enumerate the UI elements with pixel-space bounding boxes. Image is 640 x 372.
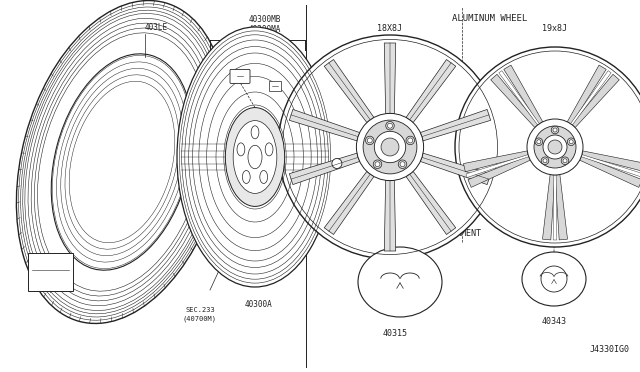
Polygon shape <box>269 80 281 90</box>
Polygon shape <box>420 109 491 141</box>
Circle shape <box>406 136 415 145</box>
Text: 40300AA: 40300AA <box>28 275 60 284</box>
Polygon shape <box>463 151 529 172</box>
Circle shape <box>548 140 562 154</box>
Ellipse shape <box>251 126 259 139</box>
Circle shape <box>541 157 549 164</box>
Polygon shape <box>324 60 374 123</box>
Circle shape <box>356 113 424 180</box>
Polygon shape <box>570 71 611 125</box>
Polygon shape <box>406 60 456 123</box>
Circle shape <box>535 138 543 145</box>
Circle shape <box>365 136 374 145</box>
Polygon shape <box>580 156 640 187</box>
Ellipse shape <box>248 145 262 169</box>
Text: 40343: 40343 <box>541 317 566 326</box>
Ellipse shape <box>233 121 277 193</box>
Ellipse shape <box>225 108 285 206</box>
Ellipse shape <box>265 143 273 156</box>
Text: 40315: 40315 <box>383 329 408 338</box>
Circle shape <box>527 119 583 175</box>
Polygon shape <box>466 155 529 177</box>
Ellipse shape <box>177 27 333 287</box>
Circle shape <box>388 123 392 128</box>
Circle shape <box>386 122 394 130</box>
Text: 40300A: 40300A <box>245 300 273 309</box>
Text: 19x8J: 19x8J <box>543 24 568 33</box>
Polygon shape <box>289 153 360 185</box>
Text: ALUMINUM WHEEL: ALUMINUM WHEEL <box>452 14 527 23</box>
Circle shape <box>569 140 573 144</box>
Circle shape <box>332 158 342 169</box>
Circle shape <box>534 126 576 168</box>
Polygon shape <box>555 174 568 240</box>
Polygon shape <box>582 151 640 172</box>
Polygon shape <box>420 153 491 185</box>
Ellipse shape <box>17 0 228 324</box>
Polygon shape <box>289 109 360 141</box>
Circle shape <box>543 135 567 159</box>
FancyBboxPatch shape <box>230 70 250 83</box>
Ellipse shape <box>237 143 245 156</box>
Circle shape <box>367 138 372 143</box>
Circle shape <box>568 138 575 145</box>
Polygon shape <box>499 71 540 125</box>
Polygon shape <box>468 156 531 187</box>
Text: 18X8J: 18X8J <box>378 24 403 33</box>
Circle shape <box>398 160 407 169</box>
Text: 403LE: 403LE <box>145 23 168 32</box>
Circle shape <box>537 140 541 144</box>
Polygon shape <box>567 65 606 124</box>
Polygon shape <box>572 74 620 128</box>
Text: (40700M): (40700M) <box>183 315 217 321</box>
Circle shape <box>408 138 413 143</box>
Ellipse shape <box>522 252 586 306</box>
Text: J4330IG0: J4330IG0 <box>590 345 630 354</box>
Circle shape <box>375 162 380 167</box>
Circle shape <box>455 47 640 247</box>
Polygon shape <box>384 180 396 251</box>
Circle shape <box>551 126 559 134</box>
Circle shape <box>278 35 502 259</box>
Ellipse shape <box>243 170 250 183</box>
Circle shape <box>363 120 417 174</box>
Circle shape <box>561 157 569 164</box>
Text: 40300MB: 40300MB <box>547 210 579 219</box>
Circle shape <box>374 131 406 163</box>
Text: SEC.233: SEC.233 <box>185 307 215 313</box>
Ellipse shape <box>260 170 268 183</box>
Polygon shape <box>491 74 538 128</box>
Circle shape <box>381 138 399 156</box>
Polygon shape <box>406 171 456 234</box>
Ellipse shape <box>358 247 442 317</box>
Polygon shape <box>581 155 640 177</box>
Text: 40300MA: 40300MA <box>249 25 281 34</box>
Ellipse shape <box>51 54 193 270</box>
Polygon shape <box>384 43 396 114</box>
Polygon shape <box>324 171 374 234</box>
Circle shape <box>543 159 547 163</box>
Text: ORNAMENT: ORNAMENT <box>442 229 482 238</box>
Text: 40224: 40224 <box>300 132 323 141</box>
Polygon shape <box>504 65 543 124</box>
Circle shape <box>563 159 567 163</box>
Polygon shape <box>543 174 555 240</box>
Circle shape <box>373 160 381 169</box>
Circle shape <box>553 128 557 132</box>
Text: 40300MB: 40300MB <box>249 15 281 24</box>
Bar <box>28 253 72 291</box>
Text: 49300MA: 49300MA <box>395 210 428 219</box>
Polygon shape <box>553 175 557 240</box>
Circle shape <box>400 162 405 167</box>
